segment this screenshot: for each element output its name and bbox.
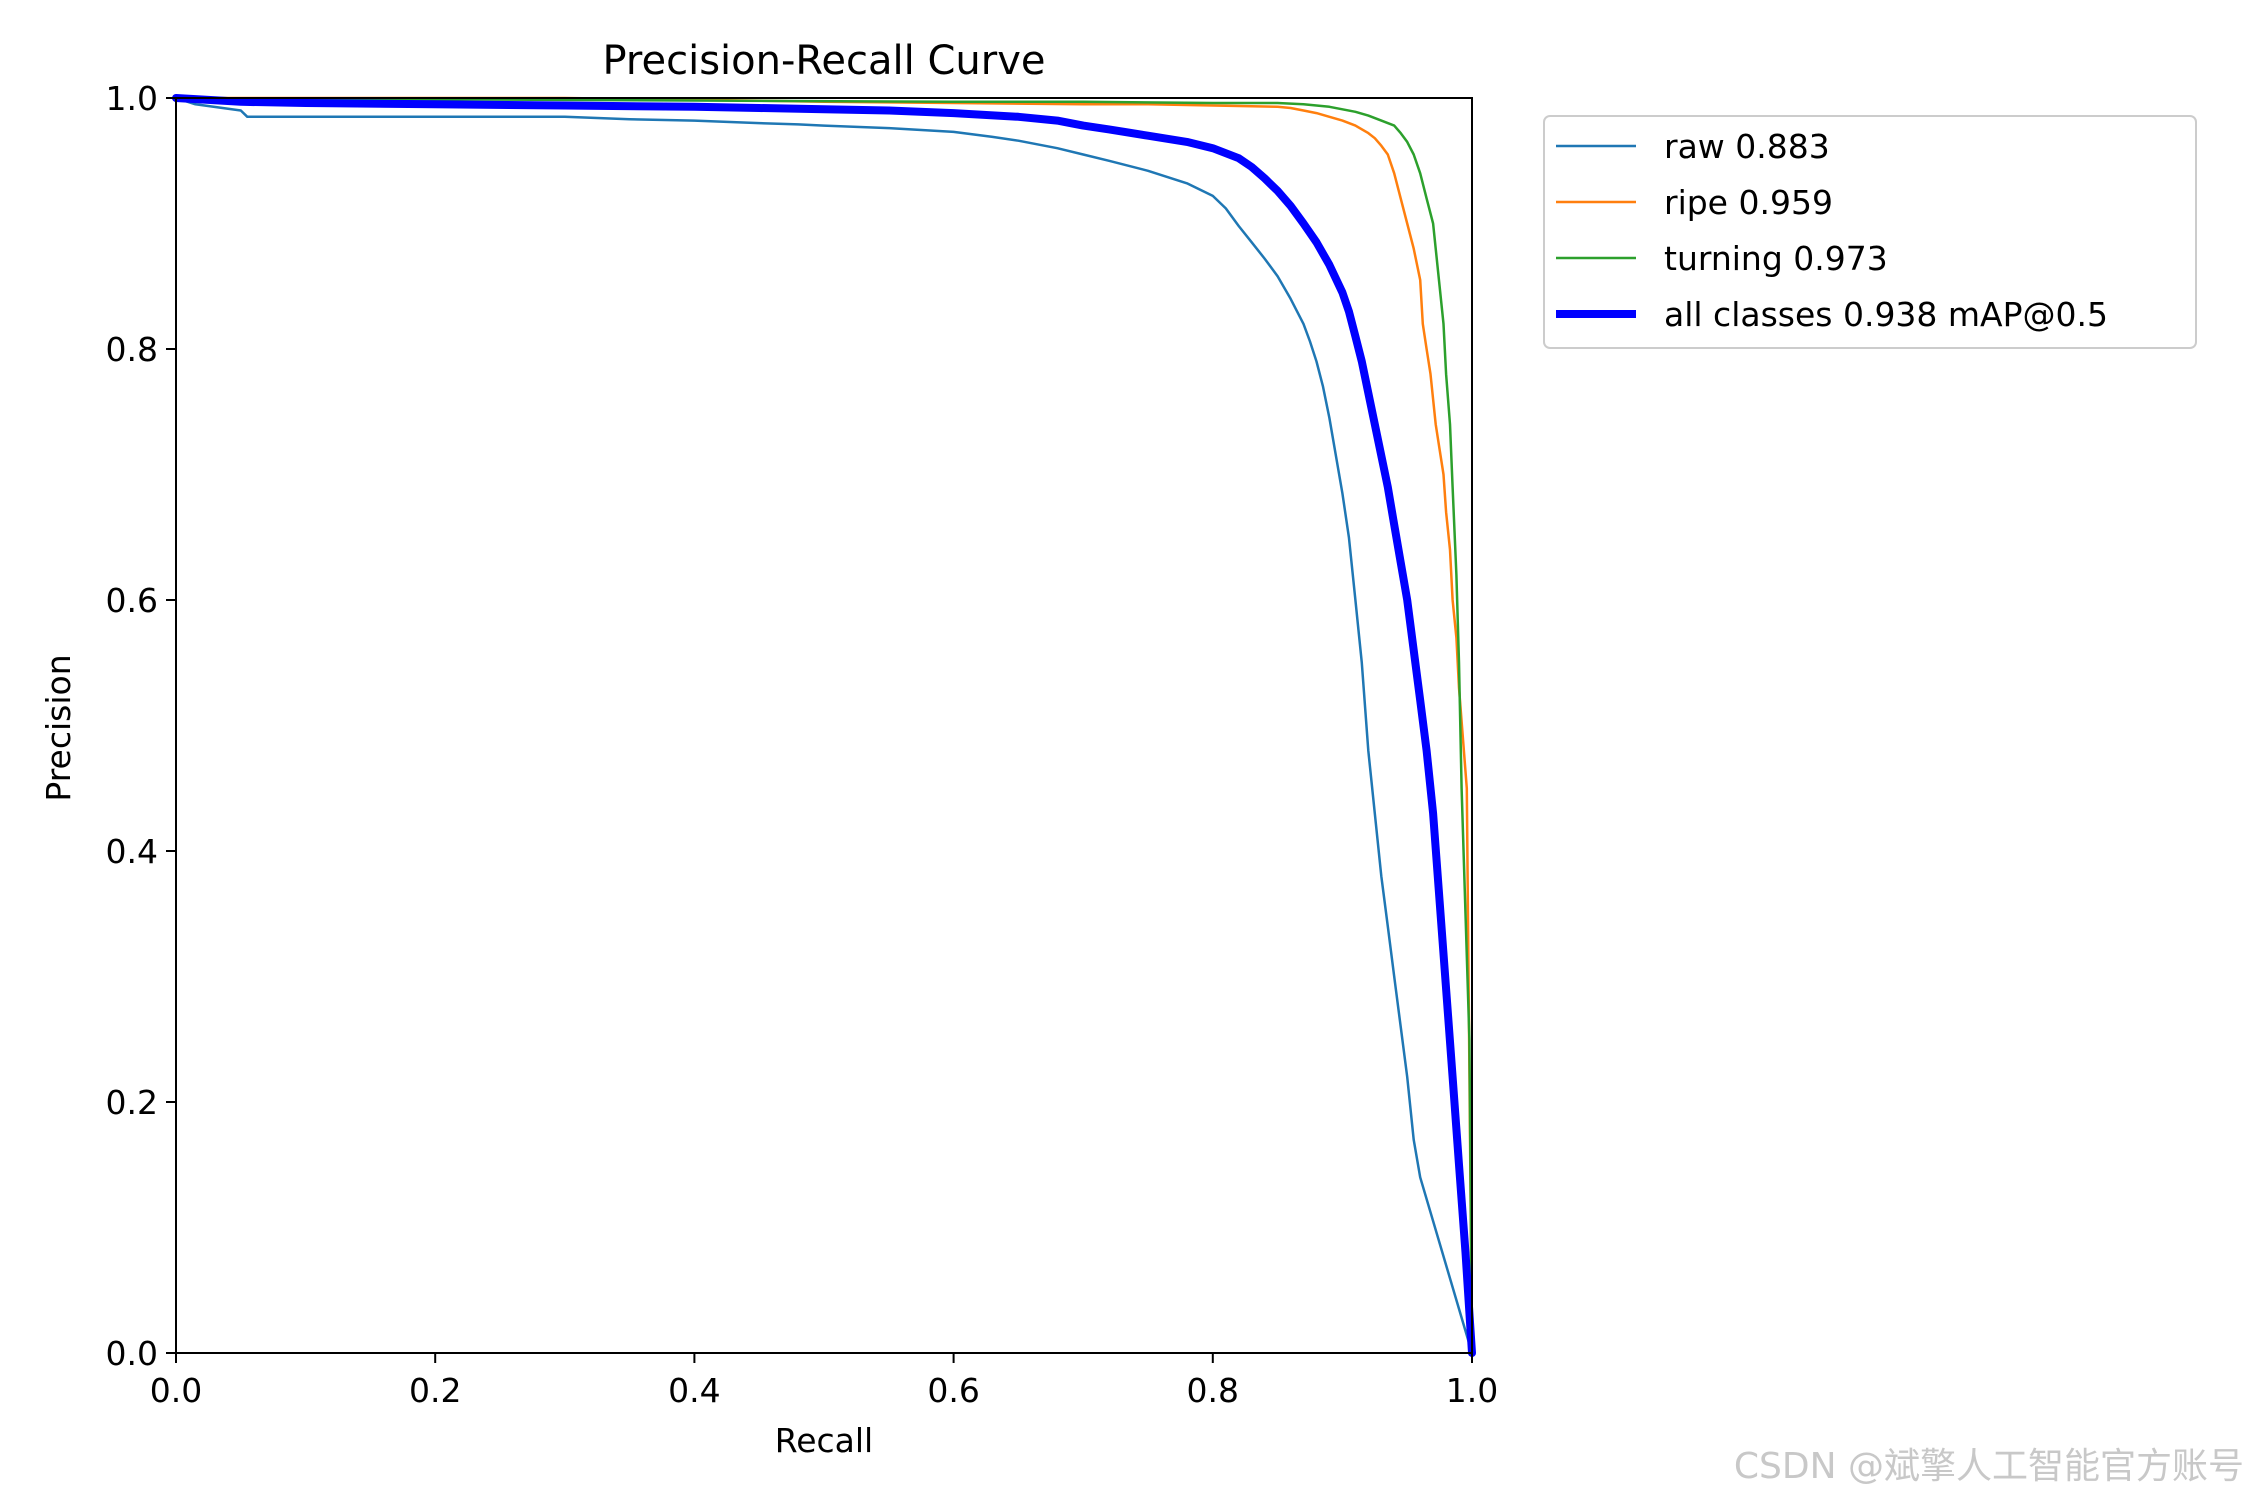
x-tick-label: 0.8 <box>1187 1371 1239 1410</box>
y-tick-label: 0.0 <box>106 1334 158 1373</box>
legend-label-1: ripe 0.959 <box>1664 183 1833 222</box>
plot-frame <box>175 97 1473 1354</box>
legend-label-3: all classes 0.938 mAP@0.5 <box>1664 295 2108 334</box>
series-line-1 <box>174 96 1474 1355</box>
legend-label-0: raw 0.883 <box>1664 127 1830 166</box>
y-tick-label: 0.8 <box>106 330 158 369</box>
y-tick-label: 1.0 <box>106 79 158 118</box>
y-tick-label: 0.2 <box>106 1083 158 1122</box>
axes-layer: 0.0 0.2 0.4 0.6 0.8 1.0 0.0 0.2 0.4 0.6 0.8 1.0 <box>106 79 1499 1410</box>
y-tick-label: 0.4 <box>106 832 158 871</box>
legend-label-2: turning 0.973 <box>1664 239 1888 278</box>
x-axis-label: Recall <box>775 1421 873 1460</box>
legend: raw 0.883 ripe 0.959 turning 0.973 all clas… <box>1543 115 2197 349</box>
chart-title: Precision-Recall Curve <box>603 38 1046 84</box>
x-tick-label: 0.2 <box>409 1371 461 1410</box>
series-line-3 <box>172 94 1476 1357</box>
x-tick-label: 1.0 <box>1446 1371 1498 1410</box>
y-tick-label: 0.6 <box>106 581 158 620</box>
y-axis-label: Precision <box>39 654 78 801</box>
x-tick-label: 0.0 <box>150 1371 202 1410</box>
x-tick-label: 0.6 <box>927 1371 979 1410</box>
series-line-2 <box>174 96 1474 1355</box>
series-layer <box>172 94 1476 1357</box>
watermark-text: CSDN @斌擎人工智能官方账号 <box>1734 1446 2244 1487</box>
legend-box <box>1543 115 2197 349</box>
x-tick-label: 0.4 <box>668 1371 720 1410</box>
series-line-0 <box>174 96 1474 1355</box>
